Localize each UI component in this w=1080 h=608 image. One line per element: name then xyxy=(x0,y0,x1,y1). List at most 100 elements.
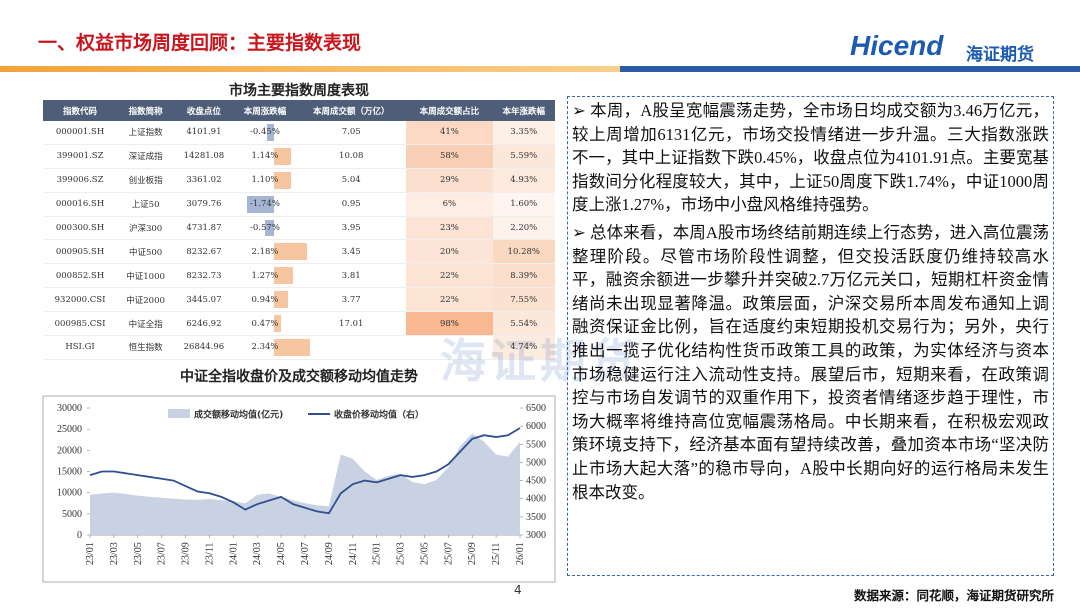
line xyxy=(89,427,521,515)
cell-text: 22% xyxy=(439,294,459,305)
y2-tick-label: 3000 xyxy=(526,530,546,541)
cell-text: 0.94% xyxy=(251,294,279,305)
table-cell: 000016.SH xyxy=(43,192,118,217)
table-cell: HSI.GI xyxy=(43,335,118,360)
x-tick-label: 24/07 xyxy=(300,542,311,565)
table-cell: 3.81 xyxy=(296,263,407,289)
table-cell: 0.47% xyxy=(233,311,297,337)
table-row: 399006.SZ 创业板指 3361.02 1.10% 5.04 29% 4.93% xyxy=(43,168,555,193)
table-cell: 8232.67 xyxy=(174,239,234,265)
cell-text: 中证全指 xyxy=(128,319,163,330)
header-bar xyxy=(0,66,620,72)
table-title: 市场主要指数周度表现 xyxy=(229,83,369,99)
column-header: 收盘点位 xyxy=(174,100,234,121)
x-tick-label: 25/05 xyxy=(419,542,430,565)
paragraph: 本周，A股呈宽幅震荡走势，全市场日均成交额为3.46万亿元，较上周增加6131亿… xyxy=(572,99,1049,217)
change-bar xyxy=(246,195,274,213)
x-tick-label: 24/03 xyxy=(252,542,263,565)
y-tick-label: 0 xyxy=(77,530,82,541)
cell-text: -1.74% xyxy=(250,199,280,210)
table-cell: 10.28% xyxy=(492,239,555,265)
x-tick-label: 25/01 xyxy=(372,542,383,565)
table-cell: 20% xyxy=(406,239,493,265)
table-cell: 3445.07 xyxy=(174,287,234,313)
table-cell: 000852.SH xyxy=(43,263,118,289)
cell-text: 1.10% xyxy=(251,175,279,186)
table-cell: 000001.SH xyxy=(43,121,118,145)
legend-label: 成交额移动均值(亿元) xyxy=(194,409,283,421)
cell-text: 深证成指 xyxy=(128,152,163,163)
cell-text: 3.95 xyxy=(341,223,361,233)
cell-text: 3.81 xyxy=(341,270,361,281)
table-row: 000852.SH 中证1000 8232.73 1.27% 3.81 22% 8.39% xyxy=(43,263,555,289)
y-tick-label: 30000 xyxy=(57,403,82,414)
table-cell: 000300.SH xyxy=(43,216,118,241)
cell-text: 8.39% xyxy=(510,270,538,281)
table-cell: 8232.73 xyxy=(174,263,234,289)
table-cell: 1.10% xyxy=(233,168,297,193)
y-tick-label: 10000 xyxy=(57,488,82,499)
table-cell: -0.45% xyxy=(233,121,297,145)
table-cell: 23% xyxy=(406,216,493,241)
table-cell: 5.04 xyxy=(296,168,407,193)
cell-text: 8232.73 xyxy=(186,270,222,281)
table-cell: 创业板指 xyxy=(117,168,175,193)
cell-text: 000300.SH xyxy=(55,223,105,233)
cell-text: 29% xyxy=(439,175,459,186)
table-cell: 上证指数 xyxy=(117,121,175,145)
x-tick-label: 23/05 xyxy=(133,542,144,565)
x-tick-label: 23/01 xyxy=(85,542,96,565)
table-cell: 3079.76 xyxy=(174,192,234,217)
x-tick-label: 26/01 xyxy=(515,542,526,565)
table-cell: 1.60% xyxy=(492,192,555,217)
table-cell: 17.01 xyxy=(296,311,407,337)
table-cell: 6% xyxy=(406,192,493,217)
x-tick-label: 24/11 xyxy=(348,543,359,565)
table-cell: 0.95 xyxy=(296,192,407,217)
change-bar xyxy=(264,219,274,237)
logo-cn: 海证期货 xyxy=(966,45,1034,65)
change-bar xyxy=(273,171,291,189)
column-header: 本周涨跌幅 xyxy=(233,100,297,121)
cell-text: 上证指数 xyxy=(128,128,163,139)
cell-text: 0.95 xyxy=(341,199,361,210)
cell-text: 3.35% xyxy=(510,127,538,138)
cell-text: 000016.SH xyxy=(55,199,105,210)
cell-text: 2.20% xyxy=(510,223,538,233)
cell-text: 10.28% xyxy=(507,246,540,257)
table-cell: 8.39% xyxy=(492,263,555,289)
y2-tick-label: 6000 xyxy=(526,421,546,432)
cell-text: 4.74% xyxy=(510,342,538,353)
table-cell: 26844.96 xyxy=(174,335,234,360)
table-cell: 3.35% xyxy=(492,121,555,145)
cell-text: 8232.67 xyxy=(186,246,222,257)
cell-text: 41% xyxy=(439,127,459,138)
cell-text: 26844.96 xyxy=(183,342,225,353)
cell-text: 1.27% xyxy=(251,270,279,281)
y-tick-label: 15000 xyxy=(57,467,82,478)
chart-title: 中证全指收盘价及成交额移动均值走势 xyxy=(180,369,418,385)
cell-text: 沪深300 xyxy=(128,224,163,234)
paragraph: 总体来看，本周A股市场终结前期连续上行态势，进入高位震荡整理阶段。尽管市场阶段性… xyxy=(572,221,1049,504)
table-cell: 7.55% xyxy=(492,287,555,313)
cell-text: 000905.SH xyxy=(55,246,105,257)
y2-tick-label: 4500 xyxy=(526,476,546,487)
cell-text: 3079.76 xyxy=(186,199,222,210)
table-cell: 4101.91 xyxy=(174,121,234,145)
table-cell: 4.93% xyxy=(492,168,555,193)
table-cell: 4.74% xyxy=(492,335,555,360)
cell-text: 399006.SZ xyxy=(56,175,104,186)
slide-title: 一、权益市场周度回顾：主要指数表现 xyxy=(38,32,362,54)
x-tick-label: 25/03 xyxy=(396,542,407,565)
column-header: 指数代码 xyxy=(43,100,118,121)
logo: Hicend xyxy=(850,30,944,61)
table-cell: 98% xyxy=(406,311,493,337)
table-cell: 10.08 xyxy=(296,144,407,169)
table-row: 000016.SH 上证50 3079.76 -1.74% 0.95 6% 1.60% xyxy=(43,192,555,217)
cell-text: 20% xyxy=(439,246,459,257)
y-tick-label: 25000 xyxy=(57,424,82,435)
change-bar xyxy=(273,147,292,165)
cell-text: 58% xyxy=(439,151,459,162)
cell-text: -0.57% xyxy=(250,223,280,233)
table-cell xyxy=(406,335,493,360)
